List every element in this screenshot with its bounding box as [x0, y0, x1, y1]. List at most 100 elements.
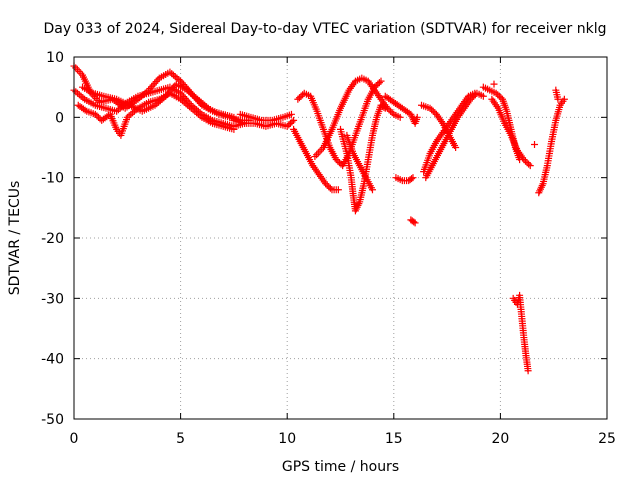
- series-arc-late-9: [490, 80, 498, 88]
- data-point: [428, 106, 436, 114]
- series-arc-late-11: [531, 140, 539, 148]
- data-point: [163, 90, 171, 98]
- data-point: [326, 184, 334, 192]
- x-tick-label: 20: [491, 431, 509, 447]
- data-point: [168, 85, 176, 93]
- data-point: [294, 95, 302, 103]
- data-point: [387, 107, 395, 115]
- data-point: [471, 89, 479, 97]
- data-point: [396, 113, 404, 121]
- data-point: [230, 125, 238, 133]
- data-point: [91, 110, 99, 118]
- data-point: [73, 66, 81, 74]
- data-point: [520, 156, 528, 164]
- data-point: [151, 79, 159, 87]
- data-point: [323, 181, 331, 189]
- y-tick-label: -40: [41, 352, 64, 368]
- data-point: [381, 104, 389, 112]
- data-point: [479, 92, 487, 100]
- x-tick-label: 5: [176, 431, 185, 447]
- data-point: [81, 106, 89, 114]
- data-point: [368, 186, 376, 194]
- data-point: [287, 110, 295, 118]
- data-point: [521, 157, 529, 165]
- y-tick-label: 0: [55, 110, 64, 126]
- data-point: [75, 67, 83, 75]
- data-point: [162, 92, 170, 100]
- series-arc-wave-c: [311, 74, 404, 161]
- data-point: [494, 91, 502, 99]
- series-arc-wave-a: [290, 125, 342, 194]
- data-point: [286, 119, 294, 127]
- data-point: [409, 174, 417, 182]
- data-point: [334, 157, 342, 165]
- axis-ticks: 0 5 10 15 20 25 -50 -40 -30 -20 -10 0 10: [41, 50, 616, 447]
- y-tick-label: -50: [41, 412, 64, 428]
- series-arc-late-5: [422, 89, 487, 182]
- series-arc-late-4: [418, 101, 460, 151]
- data-point: [377, 77, 385, 85]
- data-point: [290, 116, 298, 124]
- y-axis-label: SDTVAR / TECUs: [7, 181, 23, 296]
- data-point: [297, 92, 305, 100]
- data-point: [411, 219, 419, 227]
- series-arc-mid-flat-2: [236, 110, 295, 124]
- y-tick-label: 10: [46, 50, 64, 66]
- data-point: [72, 64, 80, 72]
- series-arc-late-3: [407, 216, 419, 227]
- data-point: [154, 76, 162, 84]
- y-tick-label: -30: [41, 291, 64, 307]
- data-point: [531, 140, 539, 148]
- data-point: [295, 94, 303, 102]
- data-point: [413, 113, 421, 121]
- data-point: [314, 149, 322, 157]
- data-point: [166, 87, 174, 95]
- data-point: [490, 80, 498, 88]
- data-point: [426, 104, 434, 112]
- series-arc-late-6: [420, 89, 479, 176]
- data-point: [316, 147, 324, 155]
- series-arc-late-12: [535, 95, 568, 197]
- y-tick-label: -10: [41, 171, 64, 187]
- data-point: [429, 107, 437, 115]
- data-point: [380, 103, 388, 111]
- series-arc-wave-d: [337, 101, 389, 215]
- y-tick-label: -20: [41, 231, 64, 247]
- series-arc-late-13: [552, 86, 562, 103]
- series-arc-early-3: [74, 89, 238, 139]
- data-point: [285, 121, 293, 129]
- data-point: [335, 159, 343, 167]
- data-point: [525, 160, 533, 168]
- data-point: [322, 180, 330, 188]
- series-arc-late-1: [381, 92, 421, 127]
- data-series: [70, 62, 568, 375]
- data-point: [408, 175, 416, 183]
- data-point: [554, 95, 562, 103]
- data-point: [385, 106, 393, 114]
- data-point: [452, 144, 460, 151]
- data-point: [169, 84, 177, 92]
- x-tick-label: 25: [598, 431, 616, 447]
- data-point: [526, 162, 534, 170]
- data-point: [283, 122, 291, 130]
- data-point: [93, 112, 101, 120]
- x-tick-label: 15: [385, 431, 403, 447]
- data-point: [313, 151, 321, 159]
- data-point: [152, 78, 160, 86]
- series-arc-late-8: [488, 95, 534, 170]
- series-arc-late-2: [392, 174, 417, 185]
- data-point: [388, 109, 396, 117]
- data-point: [492, 89, 500, 97]
- x-tick-label: 10: [278, 431, 296, 447]
- x-tick-label: 0: [70, 431, 79, 447]
- data-point: [165, 89, 173, 97]
- chart-title: Day 033 of 2024, Sidereal Day-to-day VTE…: [44, 21, 607, 37]
- data-point: [178, 79, 186, 87]
- data-point: [177, 89, 185, 97]
- data-point: [374, 80, 382, 88]
- data-point: [288, 118, 296, 126]
- data-point: [495, 92, 503, 100]
- data-point: [375, 79, 383, 87]
- data-point: [523, 159, 531, 167]
